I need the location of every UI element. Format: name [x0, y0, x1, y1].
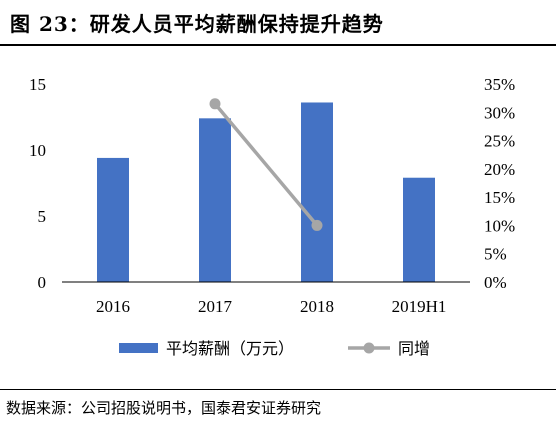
- left-axis-tick-label: 0: [38, 273, 47, 292]
- x-axis-tick-label: 2016: [96, 297, 130, 316]
- right-axis-tick-label: 20%: [484, 160, 515, 179]
- right-axis-tick-label: 10%: [484, 216, 515, 235]
- growth-marker: [209, 98, 221, 110]
- right-axis-tick-label: 15%: [484, 188, 515, 207]
- right-axis-tick-label: 5%: [484, 245, 507, 264]
- bar-2018: [301, 102, 333, 282]
- legend-swatch-bar: [119, 343, 158, 353]
- figure-title: 图 23：研发人员平均薪酬保持提升趋势: [10, 11, 384, 36]
- title-rule: [0, 44, 556, 46]
- right-axis-tick-label: 35%: [484, 75, 515, 94]
- left-axis-tick-label: 5: [38, 207, 47, 226]
- source-note: 数据来源：公司招股说明书，国泰君安证券研究: [6, 399, 322, 417]
- legend-label-bar: 平均薪酬（万元）: [166, 339, 294, 358]
- right-axis-tick-label: 25%: [484, 132, 515, 151]
- combo-chart: 0 5 10 15 0% 5% 10% 15% 20% 25% 30% 35% 2016 2017 2018…: [29, 75, 515, 358]
- x-axis-tick-label: 2018: [300, 297, 334, 316]
- bar-2016: [97, 157, 129, 282]
- source-rule: [0, 389, 556, 390]
- growth-marker: [311, 219, 323, 231]
- right-axis-tick-label: 30%: [484, 103, 515, 122]
- growth-line: [213, 102, 319, 227]
- right-axis-tick-label: 0%: [484, 273, 507, 292]
- x-axis-tick-label: 2019H1: [392, 297, 447, 316]
- bar-2019H1: [403, 177, 435, 282]
- bar-2017: [199, 118, 231, 282]
- legend-swatch-marker: [363, 342, 375, 354]
- legend-label-line: 同增: [398, 339, 430, 358]
- left-axis-tick-label: 15: [29, 75, 46, 94]
- left-axis-tick-label: 10: [29, 141, 46, 160]
- x-axis-tick-label: 2017: [198, 297, 233, 316]
